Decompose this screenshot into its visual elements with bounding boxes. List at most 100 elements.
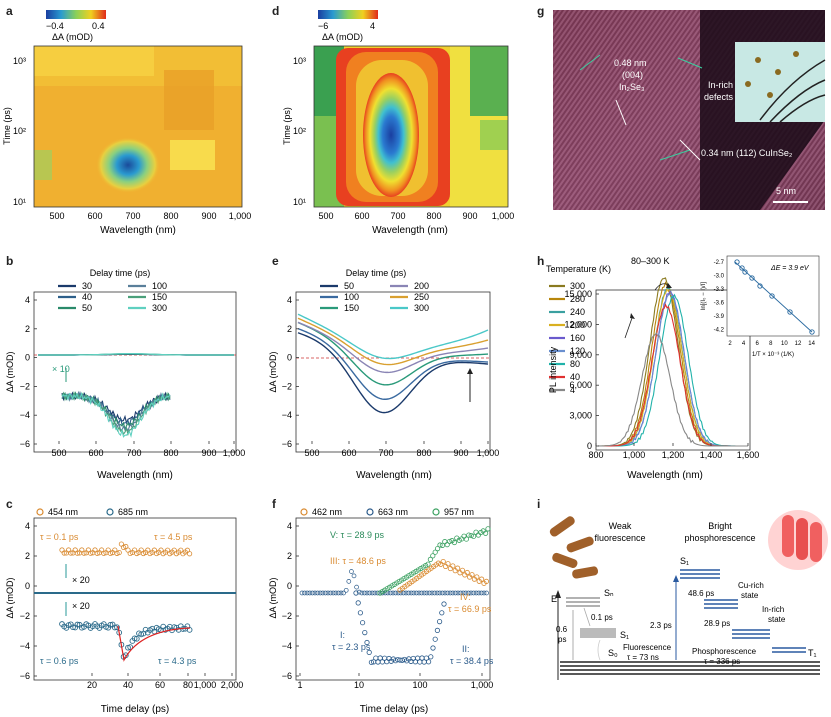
t-289-label: 28.9 ps bbox=[704, 619, 730, 628]
data-point-f-663 bbox=[430, 645, 436, 651]
legend-title-h: Temperature (K) bbox=[546, 264, 611, 274]
data-point-f-462 bbox=[459, 567, 465, 573]
data-point-f-663-base bbox=[369, 590, 375, 596]
data-point-c-454 bbox=[66, 547, 72, 553]
data-point-f-663-base bbox=[437, 590, 443, 596]
inset-point-6 bbox=[787, 309, 793, 315]
xtick-panel_b-2: 700 bbox=[126, 448, 141, 458]
spectra-b bbox=[34, 352, 236, 439]
xtick-a-4: 900 bbox=[201, 211, 216, 221]
data-point-f-663-base bbox=[398, 590, 404, 596]
data-point-f-663-base bbox=[307, 590, 313, 596]
weak-line2: fluorescence bbox=[594, 533, 645, 543]
data-point-f-663-base bbox=[458, 590, 463, 596]
xtick-panel_h-2: 1,200 bbox=[662, 450, 685, 460]
inset-point-7 bbox=[809, 329, 815, 335]
ytick-d-2: 10¹ bbox=[293, 197, 306, 207]
data-point-f-663-base bbox=[299, 590, 305, 596]
legend-label-panel_e-5: 300 bbox=[414, 303, 429, 313]
legend-label-h-1: 280 bbox=[570, 294, 585, 304]
legend-label-panel_e-1: 100 bbox=[344, 292, 359, 302]
data-point-f-462 bbox=[442, 563, 449, 570]
xlabel-f: Time delay (ps) bbox=[360, 704, 429, 715]
kinetics-f bbox=[299, 526, 491, 665]
xtick-panel_f-1: 10 bbox=[354, 680, 364, 690]
legend-label-h-4: 160 bbox=[570, 333, 585, 343]
nanorods-weak-icon bbox=[549, 516, 599, 579]
inset-annotation: ΔE = 3.9 eV bbox=[770, 265, 810, 272]
data-point-f-663-base bbox=[333, 590, 339, 596]
data-point-f-462 bbox=[469, 572, 475, 578]
xtick-a-2: 700 bbox=[125, 211, 140, 221]
tau-c-3: τ = 0.6 ps bbox=[40, 656, 79, 666]
s1-right-state bbox=[680, 569, 720, 579]
data-point-f-957 bbox=[442, 539, 448, 545]
data-point-f-663-base bbox=[328, 590, 333, 596]
xtick-panel_c-4: 1,000 bbox=[194, 680, 217, 690]
data-point-f-663-base bbox=[455, 590, 461, 596]
legend-label-panel_b-5: 300 bbox=[152, 303, 167, 313]
data-point-f-663-base bbox=[447, 590, 453, 596]
ylabel-f: ΔA (mOD) bbox=[268, 577, 278, 618]
data-point-f-663-base bbox=[424, 590, 430, 596]
spectrum-b-magnified-3 bbox=[61, 390, 171, 433]
s1-right-label: S₁ bbox=[680, 556, 689, 566]
xtick-panel_e-5: 1,000 bbox=[477, 448, 500, 458]
legend-label-panel_b-4: 150 bbox=[152, 292, 167, 302]
inset-point-2 bbox=[742, 269, 748, 275]
data-point-f-663-base bbox=[401, 590, 406, 596]
data-point-f-663-base bbox=[442, 590, 448, 596]
data-point-f-663 bbox=[425, 659, 432, 665]
ylabel-c: ΔA (mOD) bbox=[5, 577, 15, 618]
in-rich-state bbox=[732, 629, 770, 639]
data-point-f-663-base bbox=[341, 590, 346, 596]
data-point-c-454 bbox=[116, 549, 122, 556]
ytick-panel_h-2: 9,000 bbox=[569, 350, 592, 360]
f-label-I-tau: τ = 2.3 ps bbox=[332, 642, 371, 652]
data-point-f-663-base bbox=[382, 590, 388, 596]
data-point-f-957 bbox=[425, 561, 431, 567]
data-point-f-663-base bbox=[315, 590, 320, 596]
data-point-f-663-base bbox=[323, 590, 328, 596]
t-23-label: 2.3 ps bbox=[650, 621, 672, 630]
colorbar-a-label: ΔA (mOD) bbox=[52, 32, 93, 42]
spectrum-b-near-zero-5 bbox=[38, 352, 234, 356]
xlabel-c: Time delay (ps) bbox=[101, 704, 170, 715]
t1-state bbox=[772, 647, 806, 653]
ytick-panel_e-4: −4 bbox=[282, 410, 292, 420]
tau-c-2: τ = 4.5 ps bbox=[154, 532, 193, 542]
ytick-panel_c-0: 4 bbox=[25, 521, 30, 531]
fluor-label: Fluorescence bbox=[623, 643, 672, 652]
data-point-f-663-base bbox=[317, 590, 323, 596]
xtick-panel_f-0: 1 bbox=[297, 680, 302, 690]
tem-label-a3: In₂Se₃ bbox=[619, 82, 645, 92]
sn-state bbox=[566, 597, 600, 607]
xtick-panel_e-3: 800 bbox=[416, 448, 431, 458]
xtick-a-0: 500 bbox=[49, 211, 64, 221]
data-point-f-663 bbox=[366, 649, 372, 656]
ground-state-lines bbox=[560, 661, 820, 675]
data-point-c-454 bbox=[68, 550, 74, 556]
data-point-f-663-base bbox=[416, 590, 422, 596]
data-point-f-462 bbox=[440, 558, 446, 565]
data-point-f-957 bbox=[482, 530, 489, 536]
data-point-f-663-base bbox=[484, 590, 489, 596]
legend-label-h-0: 300 bbox=[570, 281, 585, 291]
legend-label-panel_b-1: 40 bbox=[82, 292, 92, 302]
panel-letter-e: e bbox=[272, 254, 279, 268]
data-point-f-957 bbox=[430, 553, 436, 559]
legend-label-panel_e-4: 250 bbox=[414, 292, 429, 302]
ytick-panel_b-5: −6 bbox=[20, 439, 30, 449]
inset-xtick-6: 14 bbox=[808, 341, 815, 347]
legend-marker-f-0 bbox=[300, 508, 308, 516]
ytick-panel_f-3: −2 bbox=[282, 611, 292, 621]
data-point-c-454 bbox=[61, 550, 67, 556]
xtick-a-3: 800 bbox=[163, 211, 178, 221]
ytick-panel_f-4: −4 bbox=[282, 641, 292, 651]
ylabel-a: Time (ps) bbox=[2, 107, 12, 145]
t-01-label: 0.1 ps bbox=[591, 613, 613, 622]
data-point-f-663-base bbox=[312, 590, 318, 596]
data-point-f-663 bbox=[362, 629, 368, 636]
data-point-f-663-base bbox=[471, 590, 476, 596]
data-point-f-663-base bbox=[320, 590, 326, 596]
